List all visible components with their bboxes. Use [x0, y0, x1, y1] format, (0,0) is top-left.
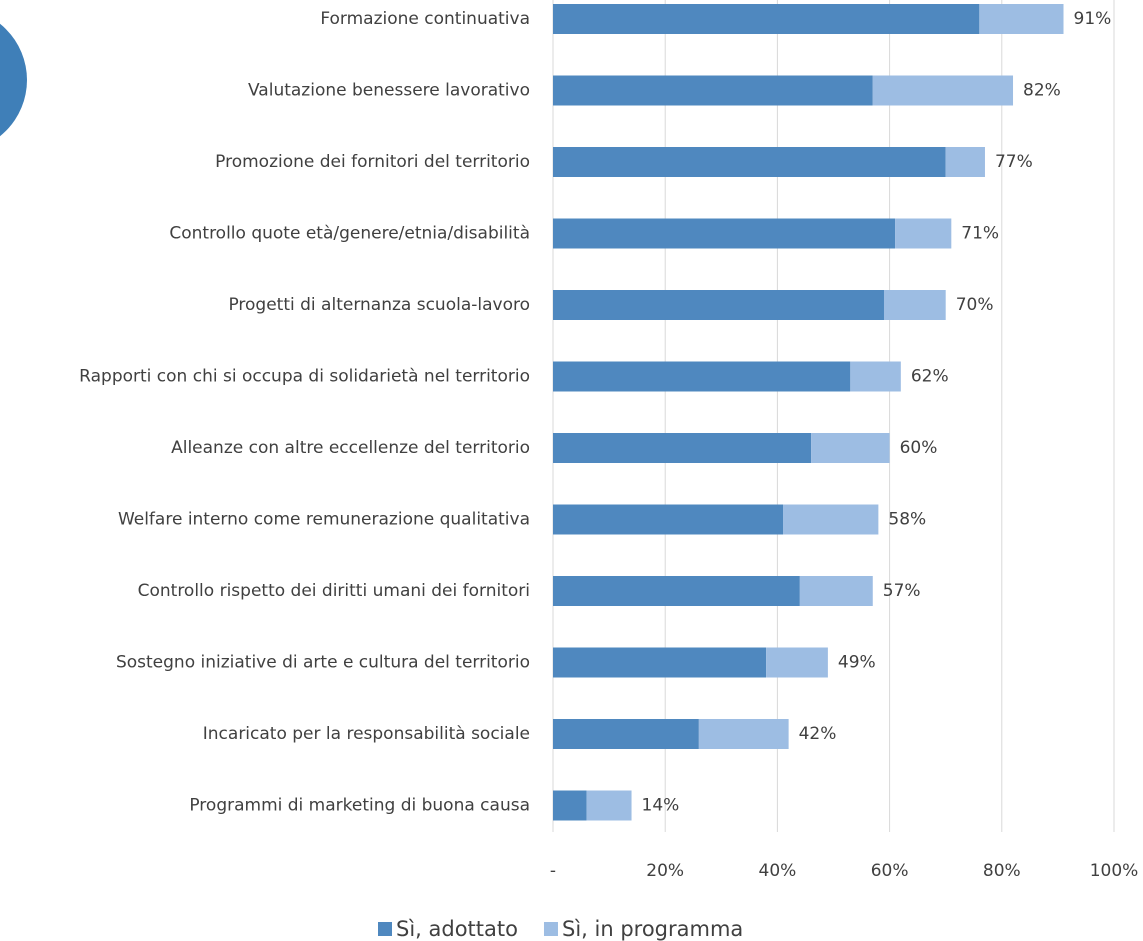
bar-segment [766, 647, 828, 678]
x-tick-label: 20% [646, 861, 684, 881]
legend-swatch [543, 922, 558, 936]
total-label: 62% [911, 367, 949, 387]
x-tick-label: - [550, 861, 556, 881]
category-label: Formazione continuativa [320, 9, 530, 29]
bar-segment [553, 647, 767, 678]
bar-segment [799, 576, 873, 606]
bar-segment [553, 719, 699, 749]
x-tick-label: 80% [983, 861, 1021, 881]
total-label: 77% [995, 152, 1033, 172]
bar-segment [698, 719, 789, 749]
bar-segment [553, 433, 812, 463]
category-label: Progetti di alternanza scuola-lavoro [228, 295, 530, 315]
bar-segment [883, 290, 946, 320]
x-tick-label: 60% [871, 861, 909, 881]
decoration-circle [0, 23, 27, 137]
bar-segment [895, 218, 952, 249]
total-label: 82% [1023, 81, 1061, 101]
x-tick-label: 40% [759, 861, 797, 881]
legend-label: Sì, in programma [562, 917, 743, 941]
category-label: Controllo quote età/genere/etnia/disabil… [169, 224, 530, 244]
total-label: 71% [961, 224, 999, 244]
bar-segment [553, 504, 784, 535]
category-label: Valutazione benessere lavorativo [248, 81, 530, 101]
bar-segment [553, 290, 884, 320]
legend-swatch [378, 922, 392, 936]
bar-segment [553, 75, 873, 106]
category-label: Alleanze con altre eccellenze del territ… [171, 438, 530, 458]
total-label: 14% [642, 796, 680, 816]
x-tick-label: 100% [1090, 861, 1139, 881]
legend-label: Sì, adottato [396, 917, 518, 941]
total-label: 58% [888, 510, 926, 530]
category-label: Incaricato per la responsabilità sociale [203, 724, 530, 744]
total-label: 91% [1074, 9, 1112, 29]
category-label: Promozione dei fornitori del territorio [215, 152, 530, 172]
bar-segment [811, 433, 890, 463]
total-label: 42% [799, 724, 837, 744]
bar-segment [553, 218, 896, 249]
category-label: Sostegno iniziative di arte e cultura de… [116, 653, 530, 673]
bar-segment [586, 790, 632, 821]
bar-segment [783, 504, 879, 535]
total-label: 70% [956, 295, 994, 315]
bar-segment [553, 361, 851, 392]
category-label: Rapporti con chi si occupa di solidariet… [79, 367, 530, 387]
total-label: 57% [883, 581, 921, 601]
bar-segment [553, 576, 800, 606]
bar-segment [979, 4, 1064, 34]
bar-segment [872, 75, 1014, 106]
bar-segment [553, 4, 980, 34]
bar-segment [850, 361, 901, 392]
total-label: 49% [838, 653, 876, 673]
category-label: Controllo rispetto dei diritti umani dei… [138, 581, 530, 601]
total-label: 60% [900, 438, 938, 458]
bar-segment [553, 790, 587, 821]
bar-segment [945, 147, 985, 177]
bar-segment [553, 147, 946, 177]
category-label: Welfare interno come remunerazione quali… [118, 510, 530, 530]
category-label: Programmi di marketing di buona causa [189, 796, 530, 816]
